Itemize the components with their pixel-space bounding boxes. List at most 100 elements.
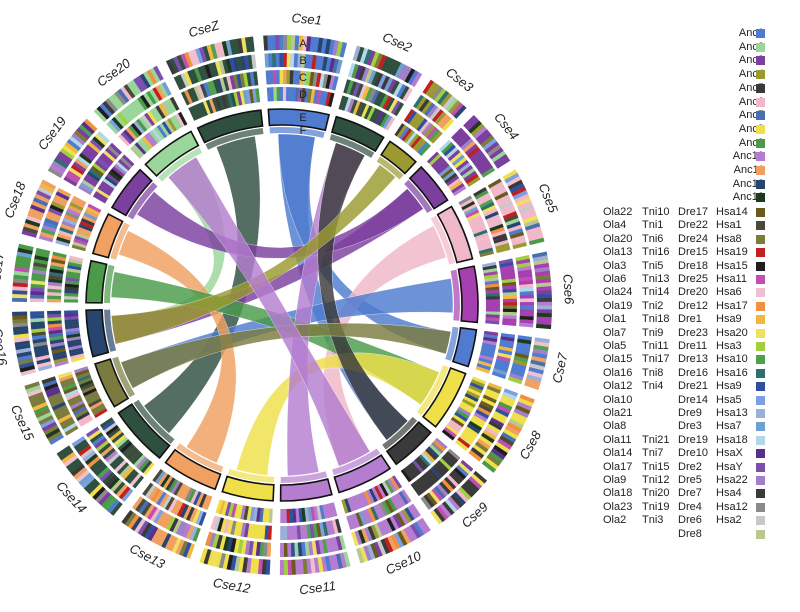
ring-F-band — [376, 156, 404, 180]
ring-A-segment — [352, 45, 361, 62]
ring-A-segment — [487, 144, 502, 157]
legend-row: Ola19 Tni2 Dre12 Hsa17 — [0, 300, 800, 313]
ring-C-segment — [88, 168, 103, 180]
ring-D-segment — [286, 508, 291, 523]
ring-A-segment — [524, 381, 540, 390]
ring-C-segment — [121, 466, 134, 480]
ring-C-segment — [49, 335, 64, 341]
ring-D-segment — [68, 344, 83, 351]
ring-C-segment — [92, 162, 106, 175]
ring-D-segment — [401, 128, 413, 142]
ring-B-segment — [286, 53, 291, 68]
legend-row: Ola9 Tni12 Dre5 Hsa22 — [0, 474, 800, 487]
ring-D-segment — [66, 270, 81, 277]
legend-swatch — [756, 489, 765, 499]
ring-A-segment — [455, 489, 469, 503]
legend-dre-label: Dre6 — [678, 514, 702, 527]
ring-D-segment — [88, 398, 102, 408]
ring-B-segment — [471, 152, 485, 164]
ring-C-segment — [496, 355, 511, 363]
ring-A-segment — [203, 548, 212, 565]
chromosome-Cse7 — [445, 326, 550, 390]
ring-A-segment — [103, 496, 117, 511]
ring-B-segment — [297, 542, 303, 557]
ring-A-segment — [15, 343, 31, 351]
ring-B-segment — [165, 516, 176, 531]
ring-A-segment — [492, 444, 508, 457]
ring-D-segment — [405, 465, 417, 479]
legend-swatch — [756, 382, 765, 392]
ring-A-segment — [134, 518, 146, 534]
ring-D-segment — [480, 348, 495, 356]
ring-A-segment — [108, 95, 121, 110]
ring-A-segment — [444, 498, 458, 513]
ring-A-segment — [400, 529, 411, 545]
ring-D-segment — [470, 379, 486, 388]
ring-B-segment — [498, 201, 514, 211]
ring-C-segment — [59, 377, 75, 386]
ring-D-segment — [465, 209, 480, 219]
ancestor-swatch — [756, 29, 765, 38]
ring-D-segment — [379, 482, 389, 497]
ring-B-segment — [259, 542, 265, 557]
ring-D-segment — [74, 366, 89, 374]
ring-C-segment — [47, 310, 62, 315]
ring-B-segment — [496, 404, 511, 415]
ring-A-segment — [13, 329, 29, 335]
ring-B-segment — [446, 474, 459, 488]
ring-D-segment — [138, 458, 150, 472]
ring-C-segment — [48, 271, 64, 277]
ring-C-segment — [498, 345, 513, 353]
legend-swatch — [756, 395, 765, 405]
ring-B-segment — [460, 138, 474, 151]
ring-C-segment — [167, 498, 178, 513]
ring-A-segment — [75, 469, 90, 483]
ring-B-segment — [475, 158, 489, 170]
ring-C-segment — [425, 126, 438, 140]
ring-C-segment — [385, 97, 396, 112]
ring-B-segment — [498, 401, 513, 411]
ring-D-segment — [64, 315, 79, 321]
ring-A-segment — [489, 147, 504, 160]
ring-B-segment — [244, 540, 251, 555]
ring-D-segment — [177, 111, 188, 126]
ring-A-segment — [448, 100, 461, 115]
ring-A-segment — [175, 539, 185, 555]
ring-D-segment — [460, 401, 475, 411]
ring-A-segment — [233, 38, 240, 55]
ring-E-block — [267, 108, 331, 132]
ring-C-segment — [128, 124, 140, 138]
ring-C-segment — [283, 525, 288, 540]
ring-B-segment — [361, 67, 370, 82]
ring-B-segment — [290, 542, 296, 557]
ring-A-segment — [68, 460, 83, 474]
ring-A-segment — [475, 129, 490, 143]
ring-C-segment — [72, 195, 87, 206]
ancestor-swatch — [756, 111, 765, 121]
ring-B-segment — [117, 111, 129, 126]
ring-D-segment — [438, 165, 452, 177]
legend-ola-label: Ola1 — [603, 313, 627, 326]
ring-B-segment — [44, 217, 59, 226]
ring-D-segment — [357, 493, 367, 508]
ring-B-segment — [53, 404, 68, 414]
ring-D-segment — [325, 91, 332, 107]
ring-D-segment — [478, 247, 494, 255]
ring-C-segment — [129, 473, 142, 487]
ring-B-segment — [479, 164, 494, 175]
ring-D-segment — [64, 292, 79, 297]
ring-A-segment — [81, 121, 96, 135]
ring-C-segment — [293, 525, 298, 540]
ring-D-segment — [414, 139, 427, 153]
ring-B-segment — [62, 422, 77, 433]
ring-D-segment — [322, 91, 329, 106]
ring-B-segment — [33, 262, 48, 269]
ring-C-segment — [413, 480, 425, 495]
ring-C-segment — [267, 525, 272, 540]
ring-B-segment — [128, 102, 140, 117]
ring-D-segment — [441, 429, 455, 441]
ring-B-segment — [41, 224, 57, 233]
ring-D-segment — [276, 87, 281, 102]
ring-C-segment — [147, 486, 159, 500]
ring-A-segment — [137, 520, 149, 536]
